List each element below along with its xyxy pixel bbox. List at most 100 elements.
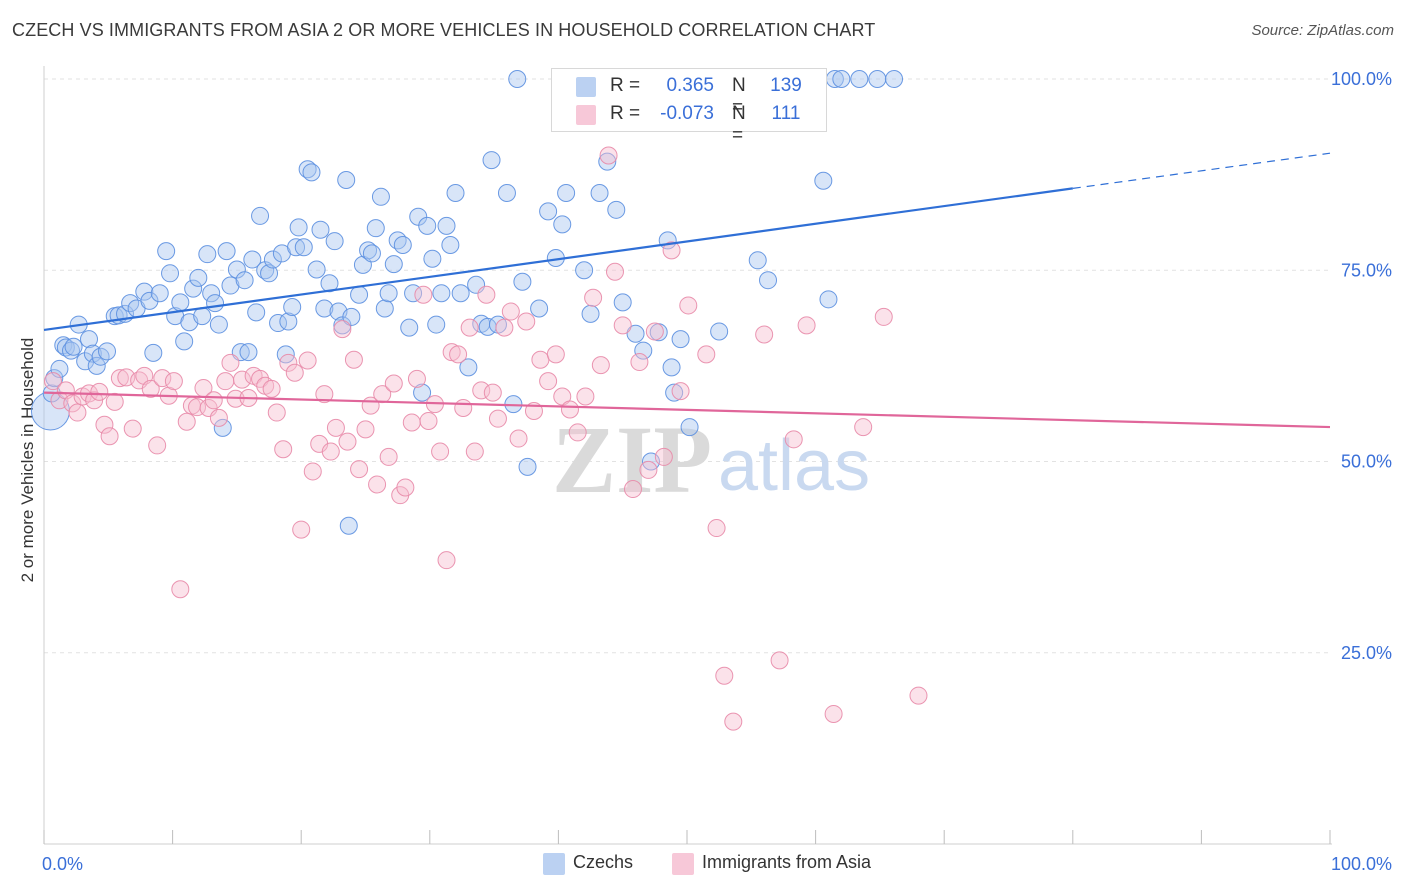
data-point — [292, 520, 311, 539]
data-point — [204, 391, 223, 410]
data-point — [384, 255, 403, 274]
x-tick-label: 100.0% — [1331, 854, 1392, 874]
y-tick-label: 25.0% — [1341, 643, 1392, 663]
data-point — [885, 70, 904, 88]
data-point — [437, 216, 456, 235]
data-point — [274, 440, 293, 459]
y-tick-label: 75.0% — [1341, 260, 1392, 280]
data-point — [157, 242, 176, 261]
data-point — [177, 412, 196, 431]
asia-trend-line — [43, 391, 1331, 429]
data-point — [148, 436, 167, 455]
data-point — [283, 297, 302, 316]
data-point — [513, 272, 532, 291]
data-point — [100, 427, 119, 446]
data-point — [216, 372, 235, 391]
source-credit: Source: ZipAtlas.com — [1251, 22, 1394, 39]
data-point — [909, 686, 928, 705]
data-point — [239, 343, 258, 362]
data-point — [639, 460, 658, 479]
data-point — [371, 187, 390, 206]
data-point — [263, 250, 282, 269]
data-point — [531, 350, 550, 369]
data-point — [243, 250, 262, 269]
data-point — [854, 418, 873, 437]
data-point — [707, 519, 726, 538]
data-point — [497, 183, 516, 202]
axes — [43, 66, 1332, 845]
data-point — [209, 315, 228, 334]
data-point — [90, 382, 109, 401]
data-point — [333, 320, 352, 339]
data-point — [350, 460, 369, 479]
data-point — [530, 299, 549, 318]
y-tick-label: 50.0% — [1341, 452, 1392, 472]
data-point — [206, 294, 225, 313]
data-point — [56, 381, 75, 400]
data-point — [379, 447, 398, 466]
data-point — [315, 385, 334, 404]
data-point — [465, 442, 484, 461]
data-point — [598, 152, 617, 171]
data-point — [384, 374, 403, 393]
data-point — [400, 318, 419, 337]
data-point — [366, 219, 385, 238]
data-point — [213, 418, 232, 437]
data-point — [198, 245, 217, 264]
chart-title: CZECH VS IMMIGRANTS FROM ASIA 2 OR MORE … — [12, 20, 876, 40]
data-point — [285, 363, 304, 382]
data-point — [311, 220, 330, 239]
r-value: -0.073 — [660, 103, 714, 124]
data-point — [449, 345, 468, 364]
data-point — [874, 307, 893, 326]
data-point — [338, 432, 357, 451]
data-point — [189, 268, 208, 287]
data-point — [634, 341, 653, 360]
data-point — [221, 353, 240, 372]
data-point — [368, 475, 387, 494]
data-point — [671, 330, 690, 349]
data-point — [235, 271, 254, 290]
data-point — [824, 704, 843, 723]
data-point — [759, 271, 778, 290]
data-point — [797, 316, 816, 335]
data-point — [402, 413, 421, 432]
r-label: R = — [610, 75, 641, 96]
czechs-legend-label: Czechs — [573, 852, 634, 872]
data-point — [326, 418, 345, 437]
data-point — [472, 381, 491, 400]
data-point — [581, 304, 600, 323]
data-point — [432, 284, 451, 303]
data-point — [98, 342, 117, 361]
data-point — [56, 338, 75, 357]
data-point — [209, 408, 228, 427]
data-point — [662, 358, 681, 377]
data-point — [576, 387, 595, 406]
data-point — [379, 284, 398, 303]
data-point — [460, 318, 479, 337]
data-point — [251, 206, 270, 225]
data-point — [517, 312, 536, 331]
watermark-atlas: atlas — [718, 426, 870, 506]
data-point — [303, 462, 322, 481]
data-point — [193, 307, 212, 326]
data-point — [356, 420, 375, 439]
czechs-trend-extension — [1072, 152, 1331, 189]
data-point — [63, 394, 82, 413]
data-point — [418, 216, 437, 235]
data-point — [171, 293, 190, 312]
data-point — [553, 215, 572, 234]
data-point — [362, 244, 381, 263]
data-point — [654, 447, 673, 466]
data-point — [584, 288, 603, 307]
data-point — [557, 183, 576, 202]
data-point — [260, 264, 279, 283]
data-point — [393, 236, 412, 255]
data-point — [868, 70, 887, 88]
data-point — [568, 423, 587, 442]
data-point — [623, 480, 642, 499]
data-point — [575, 261, 594, 280]
data-point — [350, 285, 369, 304]
data-point — [607, 200, 626, 219]
data-point — [431, 442, 450, 461]
